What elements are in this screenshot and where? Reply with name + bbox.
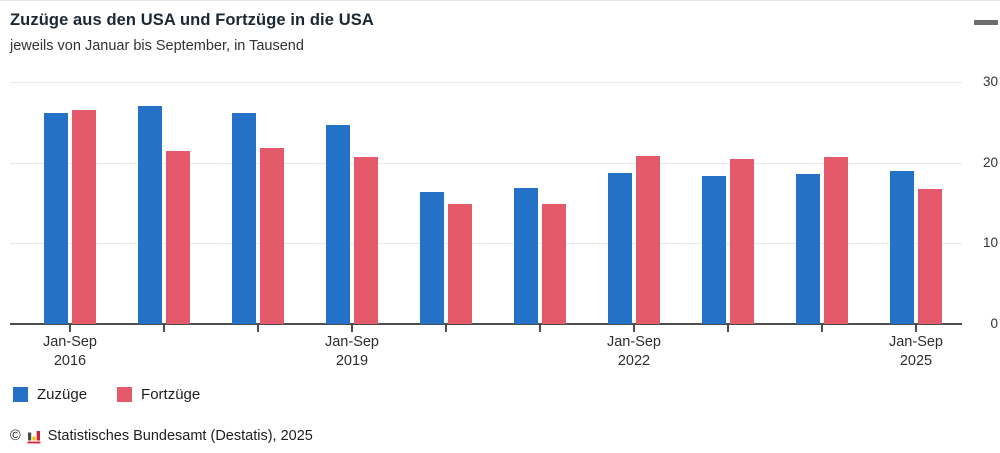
bar-fortzuege-2023[interactable] — [730, 158, 754, 324]
hamburger-menu-button[interactable] — [974, 20, 998, 42]
bar-fortzuege-2020[interactable] — [448, 203, 472, 324]
hamburger-icon — [974, 20, 998, 25]
x-tick-2021 — [539, 325, 541, 332]
legend-swatch — [117, 387, 133, 402]
bar-zuzuege-2023[interactable] — [702, 175, 726, 324]
bar-fortzuege-2021[interactable] — [542, 203, 566, 324]
y-axis-label-30: 30 — [982, 74, 998, 89]
chart-subtitle: jeweils von Januar bis September, in Tau… — [10, 38, 304, 54]
x-tick-2020 — [445, 325, 447, 332]
widget-top-border — [0, 0, 1000, 1]
bar-zuzuege-2020[interactable] — [420, 191, 444, 324]
source-attribution: Statistisches Bundesamt (Destatis), 2025 — [47, 428, 313, 444]
bar-fortzuege-2022[interactable] — [636, 156, 660, 324]
x-tick-2024 — [821, 325, 823, 332]
x-axis-label-2025: Jan-Sep 2025 — [888, 334, 943, 369]
destatis-logo-icon — [27, 430, 41, 443]
y-axis-label-10: 10 — [982, 235, 998, 251]
x-axis-label-2022: Jan-Sep 2022 — [606, 334, 661, 369]
bar-zuzuege-2018[interactable] — [232, 112, 256, 324]
legend-item-zuzuege: Zuzüge — [13, 386, 87, 403]
x-tick-2022 — [633, 325, 635, 332]
bar-fortzuege-2025[interactable] — [918, 188, 942, 324]
bar-zuzuege-2022[interactable] — [608, 173, 632, 324]
x-tick-2025 — [915, 325, 917, 332]
x-axis-baseline — [10, 323, 962, 325]
page-title: Zuzüge aus den USA und Fortzüge in die U… — [10, 11, 374, 29]
source-footer: © Statistisches Bundesamt (Destatis), 20… — [10, 428, 313, 444]
bar-zuzuege-2019[interactable] — [326, 124, 350, 324]
legend-item-fortzuege: Fortzüge — [117, 386, 200, 403]
bar-zuzuege-2021[interactable] — [514, 187, 538, 324]
gridline-10 — [10, 243, 962, 245]
copyright-symbol: © — [10, 428, 21, 444]
x-tick-2019 — [351, 325, 353, 332]
y-axis-label-20: 20 — [982, 154, 998, 170]
legend-swatch — [13, 387, 28, 402]
x-axis-label-2019: Jan-Sep 2019 — [324, 334, 379, 369]
x-axis-label-2016: Jan-Sep 2016 — [42, 334, 97, 369]
grouped-bar-chart: 0 10 20 30 Jan-Sep 2016 Jan-Sep 2019 Jan-Sep 2022… — [10, 74, 998, 369]
x-tick-2023 — [727, 325, 729, 332]
bar-fortzuege-2017[interactable] — [166, 151, 190, 324]
x-tick-2018 — [257, 325, 259, 332]
bar-fortzuege-2019[interactable] — [354, 157, 378, 324]
bar-zuzuege-2024[interactable] — [796, 174, 820, 324]
gridline-30 — [10, 82, 962, 83]
bar-fortzuege-2018[interactable] — [260, 148, 284, 324]
x-tick-2017 — [163, 325, 165, 332]
legend-label: Fortzüge — [141, 386, 201, 403]
y-axis-label-0: 0 — [990, 316, 998, 331]
bar-fortzuege-2016[interactable] — [72, 110, 96, 324]
bar-zuzuege-2017[interactable] — [138, 106, 162, 324]
bar-fortzuege-2024[interactable] — [824, 157, 848, 324]
bar-zuzuege-2025[interactable] — [890, 170, 914, 324]
x-tick-2016 — [69, 325, 71, 332]
gridline-20 — [10, 162, 962, 164]
chart-legend: Zuzüge Fortzüge — [13, 386, 200, 403]
bar-zuzuege-2016[interactable] — [44, 112, 68, 324]
legend-label: Zuzüge — [37, 386, 88, 403]
